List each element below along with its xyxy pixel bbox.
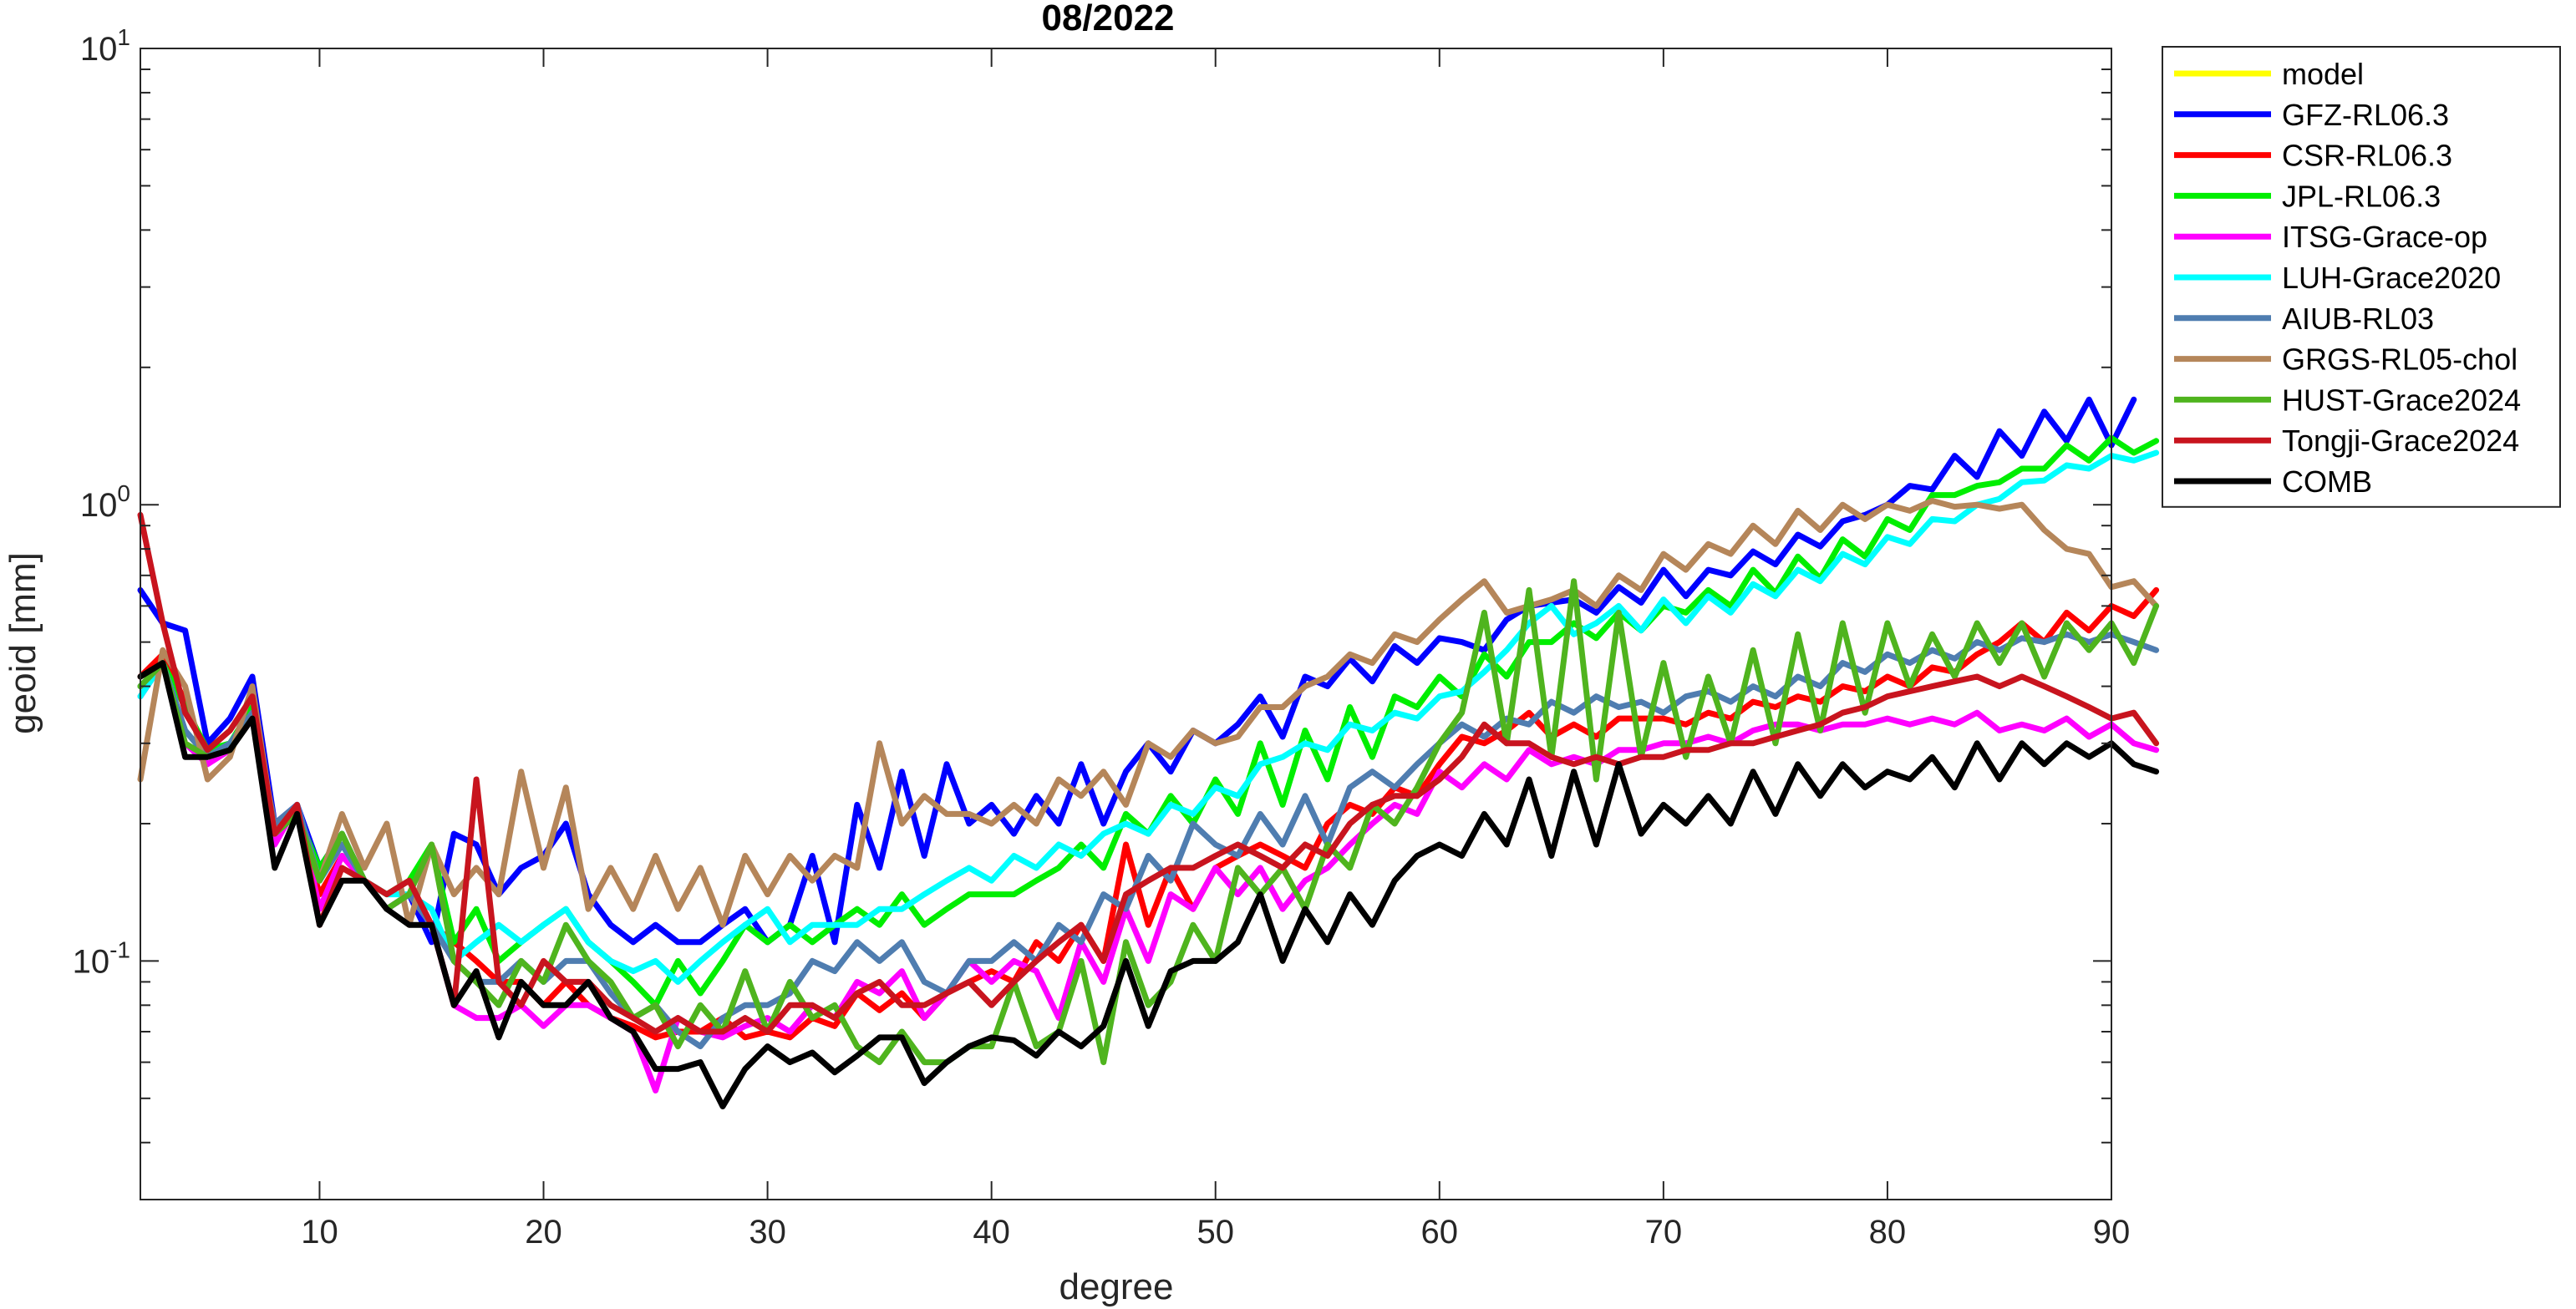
legend-entry: Tongji-Grace2024 (2282, 424, 2519, 458)
series-line-5 (137, 449, 2160, 985)
legend: model GFZ-RL06.3 CSR-RL06.3 JPL-RL06.3 ITSG-… (2162, 46, 2561, 508)
x-tick-label: 80 (1869, 1214, 1907, 1251)
y-tick-label: 101 (80, 24, 130, 68)
series-line-8 (137, 578, 2160, 1066)
legend-entry: LUH-Grace2020 (2282, 261, 2501, 295)
y-axis: 10-1 100 101 (73, 24, 2111, 1200)
axes-box (140, 48, 2112, 1200)
chart-title: 08/2022 (1041, 0, 1174, 38)
legend-entry: HUST-Grace2024 (2282, 383, 2521, 417)
legend-entry: GRGS-RL05-chol (2282, 342, 2518, 377)
series-line-10 (137, 660, 2160, 1109)
x-tick-label: 40 (973, 1214, 1010, 1251)
x-tick-label: 20 (525, 1214, 562, 1251)
legend-entry: AIUB-RL03 (2282, 302, 2434, 336)
x-tick-label: 60 (1421, 1214, 1459, 1251)
legend-entry: ITSG-Grace-op (2282, 220, 2487, 254)
y-axis-label: geoid [mm] (3, 552, 43, 734)
x-tick-label: 90 (2093, 1214, 2131, 1251)
x-tick-label: 50 (1197, 1214, 1234, 1251)
series-line-9 (137, 511, 2160, 1035)
legend-entry: JPL-RL06.3 (2282, 179, 2441, 213)
x-tick-label: 70 (1645, 1214, 1683, 1251)
series-line-7 (137, 498, 2160, 928)
x-tick-label: 30 (749, 1214, 786, 1251)
legend-entry: CSR-RL06.3 (2282, 139, 2452, 173)
legend-entry: GFZ-RL06.3 (2282, 98, 2449, 132)
series-line-2 (137, 586, 2160, 1041)
y-tick-label: 10-1 (73, 936, 130, 980)
y-tick-label: 100 (80, 480, 130, 524)
plot-area (137, 48, 2160, 1200)
x-axis-label: degree (1059, 1266, 1173, 1307)
legend-entry: model (2282, 57, 2364, 91)
x-tick-label: 10 (301, 1214, 338, 1251)
x-axis: 10 20 30 40 50 60 70 80 90 (301, 48, 2130, 1251)
legend-entry: COMB (2282, 464, 2372, 499)
plot-background (140, 48, 2111, 1200)
